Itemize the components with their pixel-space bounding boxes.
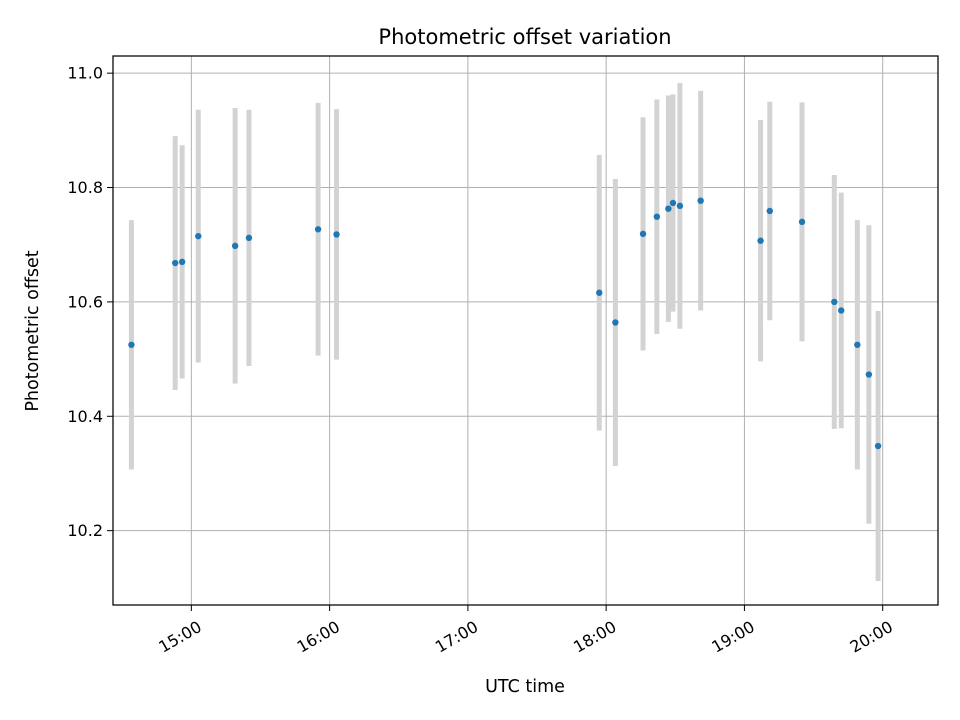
data-point bbox=[245, 234, 253, 242]
y-tick-label: 10.2 bbox=[67, 521, 103, 540]
data-point bbox=[697, 197, 704, 204]
data-point bbox=[665, 205, 672, 212]
chart-title: Photometric offset variation bbox=[378, 25, 671, 49]
data-point bbox=[757, 237, 764, 244]
data-point bbox=[854, 341, 861, 348]
y-tick-label: 10.6 bbox=[67, 292, 103, 311]
y-axis-ticks: 10.2 10.4 10.6 10.8 11.0 bbox=[67, 64, 113, 540]
data-point bbox=[596, 289, 603, 296]
data-point bbox=[865, 371, 873, 378]
plot-frame bbox=[112, 55, 939, 606]
y-tick-label: 11.0 bbox=[67, 64, 103, 83]
data-point bbox=[831, 298, 838, 306]
data-point bbox=[128, 341, 135, 348]
data-point bbox=[195, 232, 202, 240]
y-tick-label: 10.4 bbox=[67, 407, 103, 426]
data-point bbox=[612, 319, 619, 326]
data-point bbox=[669, 199, 677, 207]
data-point bbox=[639, 230, 647, 238]
data-point bbox=[314, 226, 322, 233]
data-point bbox=[231, 242, 239, 250]
data-point bbox=[838, 307, 845, 314]
data-points bbox=[128, 197, 882, 450]
y-tick-label: 10.8 bbox=[67, 178, 103, 197]
data-point bbox=[172, 259, 179, 267]
data-point bbox=[798, 218, 806, 226]
x-axis-label: UTC time bbox=[485, 677, 565, 697]
data-point bbox=[766, 207, 773, 215]
data-point bbox=[874, 442, 882, 450]
data-point bbox=[333, 231, 340, 238]
data-point bbox=[653, 213, 661, 220]
y-axis-label: Photometric offset bbox=[23, 250, 43, 411]
data-point bbox=[676, 202, 684, 210]
data-point bbox=[178, 258, 186, 266]
